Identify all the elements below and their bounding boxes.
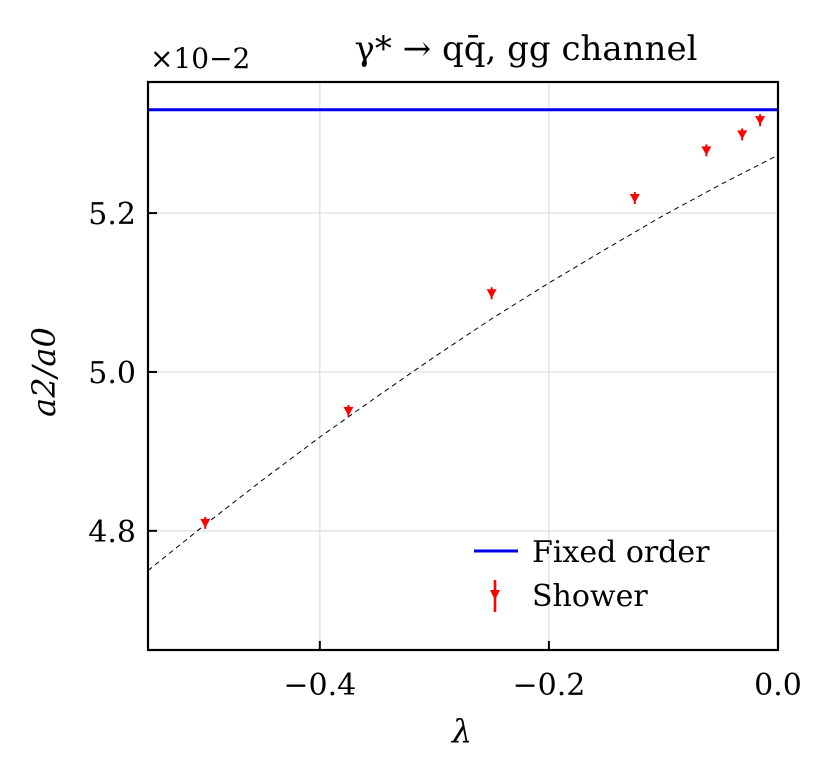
legend: Fixed order Shower <box>474 535 710 614</box>
y-tick-label: 5.0 <box>88 356 136 391</box>
ticks: −0.4 −0.2 0.0 4.8 5.0 5.2 <box>88 197 802 703</box>
plot-frame <box>146 80 780 652</box>
y-multiplier: ×10−2 <box>150 42 250 75</box>
fit-dashed-line <box>147 154 779 571</box>
x-tick-label: −0.4 <box>283 668 356 703</box>
shower-point <box>737 130 748 140</box>
shower-point <box>200 518 211 528</box>
legend-fixed-order-label: Fixed order <box>532 535 710 570</box>
shower-points <box>200 114 766 529</box>
chart-title: γ* → qq̄, gg channel <box>355 29 698 69</box>
y-tick-label: 4.8 <box>88 515 136 550</box>
x-axis-label: λ <box>450 712 472 750</box>
shower-point <box>486 289 497 299</box>
legend-shower-marker <box>490 590 500 600</box>
shower-point <box>629 193 640 203</box>
y-tick-label: 5.2 <box>88 197 136 232</box>
fit-line <box>147 154 779 571</box>
legend-shower-label: Shower <box>532 579 648 614</box>
shower-point <box>701 146 712 156</box>
shower-point <box>343 406 354 416</box>
y-axis-label: a2/a0 <box>25 327 63 417</box>
x-tick-label: −0.2 <box>512 668 585 703</box>
shower-point <box>755 116 766 126</box>
x-tick-label: 0.0 <box>754 668 802 703</box>
